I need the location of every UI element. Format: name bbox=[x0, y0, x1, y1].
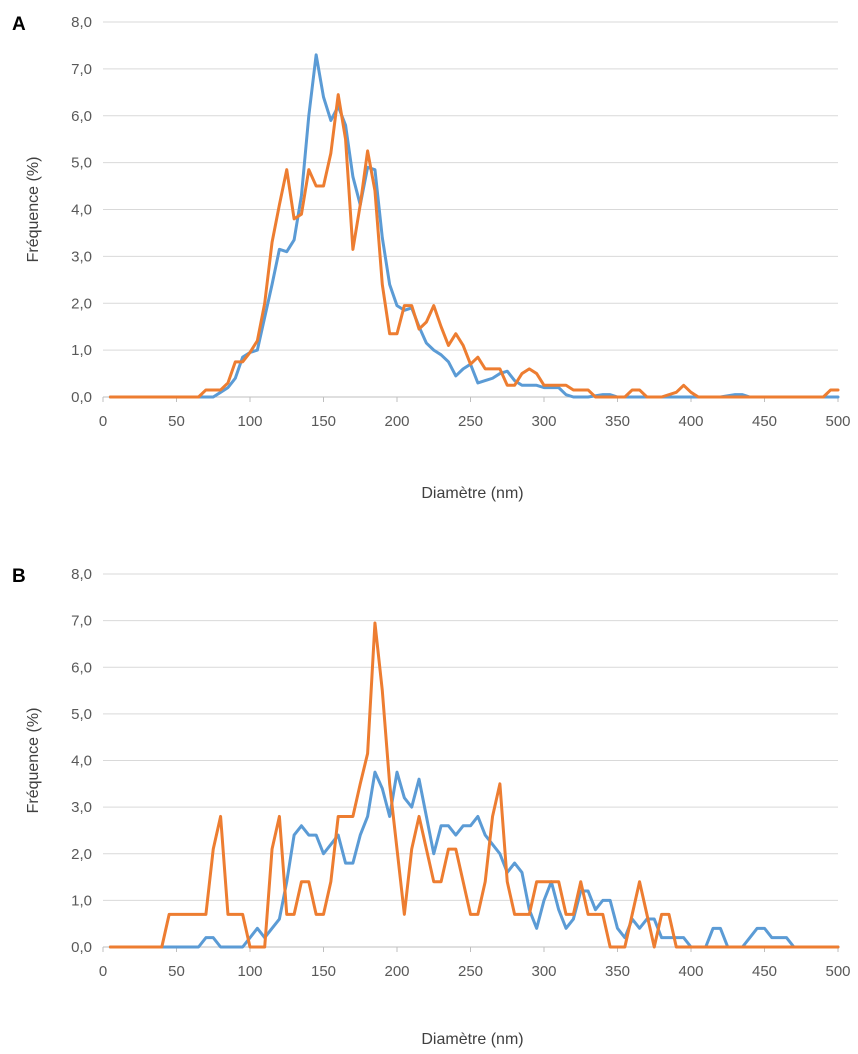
x-tick-label: 250 bbox=[458, 413, 483, 430]
y-tick-label: 3,0 bbox=[71, 248, 92, 265]
x-tick-label: 500 bbox=[825, 963, 850, 980]
y-tick-label: 0,0 bbox=[71, 939, 92, 956]
x-tick-label: 400 bbox=[678, 963, 703, 980]
y-tick-label: 2,0 bbox=[71, 295, 92, 312]
y-tick-label: 6,0 bbox=[71, 108, 92, 125]
x-tick-label: 0 bbox=[99, 413, 107, 430]
series-line-1 bbox=[108, 53, 840, 399]
x-tick-label: 250 bbox=[458, 963, 483, 980]
x-axis-title: Diamètre (nm) bbox=[421, 485, 523, 502]
y-tick-label: 1,0 bbox=[71, 892, 92, 909]
x-tick-label: 500 bbox=[825, 413, 850, 430]
y-tick-label: 5,0 bbox=[71, 155, 92, 172]
x-tick-label: 50 bbox=[168, 963, 185, 980]
x-tick-label: 0 bbox=[99, 963, 107, 980]
y-tick-label: 7,0 bbox=[71, 613, 92, 630]
x-axis-title: Diamètre (nm) bbox=[421, 1031, 523, 1048]
y-tick-label: 0,0 bbox=[71, 389, 92, 406]
y-tick-label: 5,0 bbox=[71, 706, 92, 723]
y-axis-title: Fréquence (%) bbox=[25, 708, 42, 814]
series-line-1 bbox=[108, 770, 840, 949]
y-tick-label: 8,0 bbox=[71, 566, 92, 583]
y-tick-label: 2,0 bbox=[71, 846, 92, 863]
x-tick-label: 50 bbox=[168, 413, 185, 430]
y-tick-label: 7,0 bbox=[71, 61, 92, 78]
y-tick-label: 4,0 bbox=[71, 202, 92, 219]
x-tick-label: 100 bbox=[237, 963, 262, 980]
x-tick-label: 200 bbox=[384, 963, 409, 980]
x-tick-label: 300 bbox=[531, 413, 556, 430]
y-axis-title: Fréquence (%) bbox=[25, 157, 42, 263]
x-tick-label: 300 bbox=[531, 963, 556, 980]
y-tick-label: 4,0 bbox=[71, 753, 92, 770]
x-tick-label: 150 bbox=[311, 413, 336, 430]
chart-panel-b: 0,0 1,0 2,0 3,0 4,0 5,0 6,0 7,0 8,0 0 50 100 150 200 2… bbox=[12, 566, 851, 1048]
series-line-2 bbox=[108, 621, 840, 949]
x-tick-label: 400 bbox=[678, 413, 703, 430]
x-tick-label: 450 bbox=[752, 963, 777, 980]
x-tick-label: 350 bbox=[605, 413, 630, 430]
chart-panel-a: 0,0 1,0 2,0 3,0 4,0 5,0 6,0 7,0 8,0 0 50 100 150 200 2… bbox=[12, 14, 851, 502]
x-tick-label: 350 bbox=[605, 963, 630, 980]
y-tick-label: 3,0 bbox=[71, 799, 92, 816]
series-line-2 bbox=[108, 93, 840, 399]
x-tick-label: 150 bbox=[311, 963, 336, 980]
x-tick-label: 200 bbox=[384, 413, 409, 430]
panel-label: B bbox=[12, 566, 26, 587]
y-tick-label: 6,0 bbox=[71, 659, 92, 676]
y-tick-label: 1,0 bbox=[71, 342, 92, 359]
y-tick-label: 8,0 bbox=[71, 14, 92, 31]
panel-label: A bbox=[12, 14, 26, 35]
x-tick-label: 450 bbox=[752, 413, 777, 430]
x-tick-label: 100 bbox=[237, 413, 262, 430]
